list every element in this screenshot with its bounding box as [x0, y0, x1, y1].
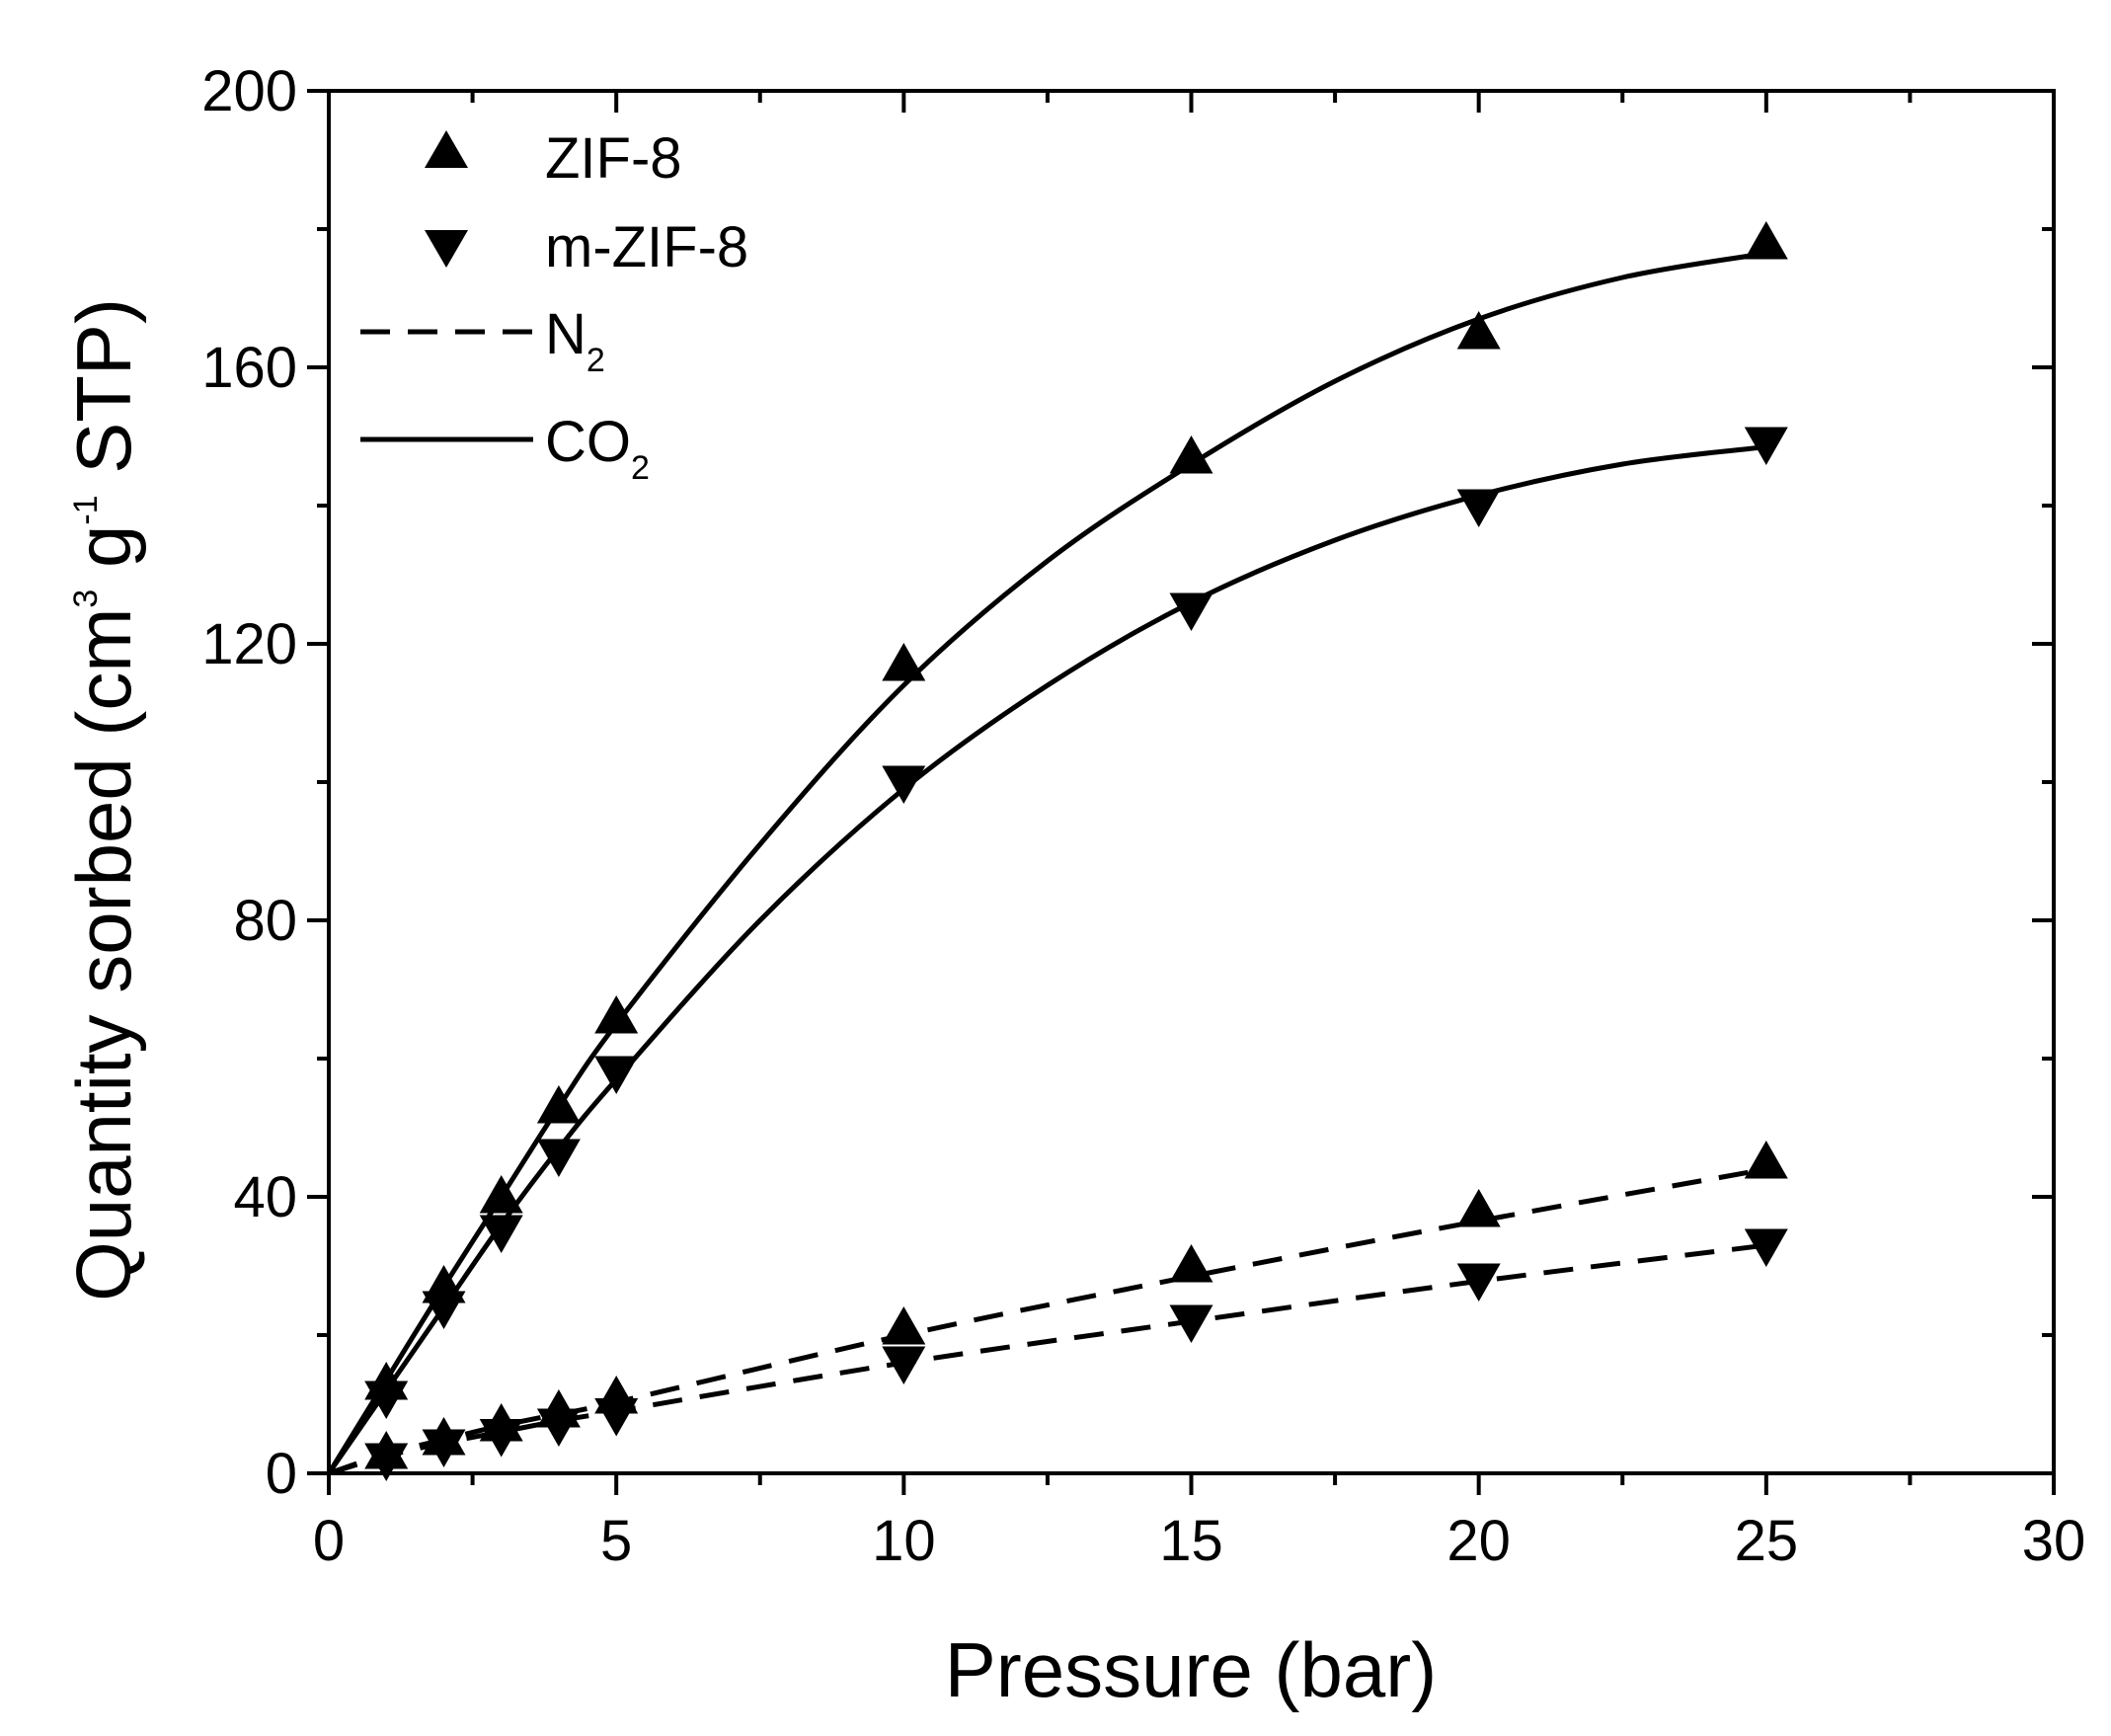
y-axis-title-sup1: 3 [67, 590, 105, 608]
legend-label-n2-sub: 2 [586, 342, 605, 379]
series-layer [326, 221, 1788, 1481]
legend-label-mzif8: m-ZIF-8 [545, 215, 748, 279]
data-point [594, 1398, 639, 1437]
y-tick-label: 120 [201, 612, 297, 676]
data-point [594, 1056, 639, 1094]
y-tick-label: 160 [201, 336, 297, 400]
x-tick-label: 30 [2022, 1509, 2086, 1573]
data-point [1744, 1228, 1788, 1267]
y-axis-title-prefix: Quantity sorbed (cm [60, 608, 147, 1302]
series-fit-line [326, 251, 1767, 1475]
data-point [594, 995, 639, 1034]
data-point [364, 1381, 409, 1419]
x-tick-label: 25 [1735, 1509, 1799, 1573]
data-point [422, 1429, 466, 1467]
legend-label-co2-sub: 2 [631, 449, 650, 487]
series-fit-line [328, 1166, 1767, 1476]
data-point [1456, 1263, 1501, 1302]
data-point [536, 1085, 581, 1124]
data-point [479, 1419, 523, 1458]
data-point [882, 643, 926, 681]
series-fit-line [326, 444, 1767, 1475]
data-point [882, 1306, 926, 1345]
data-point [536, 1139, 581, 1177]
x-tick-label: 15 [1159, 1509, 1223, 1573]
y-tick-label: 80 [233, 889, 297, 953]
legend-label-n2-base: N [545, 302, 586, 366]
data-point [422, 1291, 466, 1329]
y-axis-title-suffix: STP) [60, 298, 147, 495]
y-axis-title-middle: g [60, 525, 147, 590]
legend-label-co2: CO2 [545, 410, 650, 487]
series-m-zif-8-n2 [328, 1228, 1788, 1481]
data-point [1169, 1304, 1213, 1343]
y-tick-label: 0 [266, 1442, 297, 1506]
data-point [479, 1215, 523, 1253]
y-axis-title-sup2: -1 [67, 495, 105, 524]
x-axis-title: Pressure (bar) [945, 1626, 1437, 1713]
data-point [1744, 427, 1788, 465]
y-tick-label: 200 [201, 59, 297, 123]
legend-item-zif8: ZIF-8 [425, 126, 682, 191]
legend-label-n2: N2 [545, 302, 605, 379]
series-zif-8-co2 [326, 221, 1788, 1475]
legend: ZIF-8 m-ZIF-8 N2 CO2 [360, 126, 748, 487]
data-point [479, 1175, 523, 1214]
y-axis-ticks: 0 40 80 120 160 200 [201, 59, 2054, 1506]
x-tick-label: 20 [1446, 1509, 1511, 1573]
data-point [1169, 1244, 1213, 1283]
data-point [364, 1443, 409, 1481]
legend-marker-triangle-up [425, 130, 468, 168]
x-axis-ticks: 0 5 10 15 20 25 30 [313, 91, 2085, 1573]
series-m-zif-8-co2 [326, 427, 1788, 1475]
legend-label-zif8: ZIF-8 [545, 126, 682, 191]
series-fit-line [328, 1242, 1767, 1476]
y-axis-title: Quantity sorbed (cm3 g-1 STP) [60, 298, 147, 1302]
data-point [1456, 1189, 1501, 1227]
legend-label-co2-base: CO [545, 410, 631, 474]
data-point [1169, 592, 1213, 631]
legend-item-co2: CO2 [360, 410, 650, 487]
x-tick-label: 5 [600, 1509, 632, 1573]
legend-item-mzif8: m-ZIF-8 [425, 215, 748, 279]
data-point [1456, 311, 1501, 350]
data-point [1744, 221, 1788, 260]
legend-item-n2: N2 [360, 302, 605, 379]
data-point [882, 1346, 926, 1384]
legend-marker-triangle-down [425, 230, 468, 268]
y-tick-label: 40 [233, 1165, 297, 1229]
x-tick-label: 10 [872, 1509, 936, 1573]
data-point [882, 765, 926, 804]
data-point [1169, 435, 1213, 474]
data-point [1456, 489, 1501, 527]
data-point [536, 1408, 581, 1447]
x-tick-label: 0 [313, 1509, 345, 1573]
data-point [1744, 1141, 1788, 1179]
